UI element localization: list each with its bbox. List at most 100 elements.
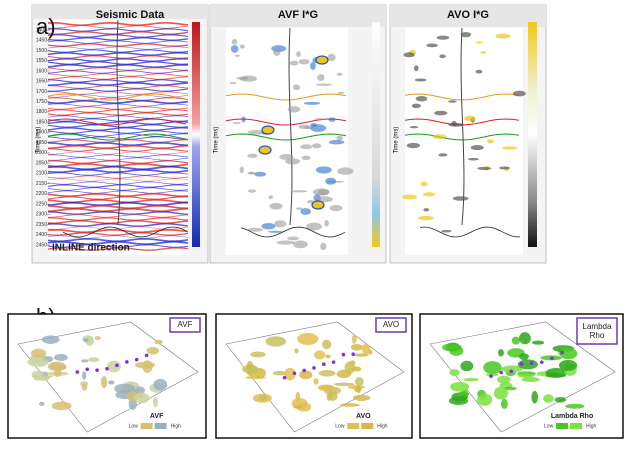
attribute-blob — [423, 192, 436, 197]
attribute-blob — [406, 142, 421, 149]
well-marker — [322, 362, 326, 367]
attribute-blob — [327, 53, 336, 62]
legend-swatch — [154, 423, 167, 429]
attribute-blob — [495, 33, 511, 39]
attribute-blob — [438, 153, 448, 157]
seismic-reflector — [47, 160, 189, 164]
panel-a — [31, 4, 547, 264]
seismic-reflector — [48, 81, 189, 87]
seismic-reflector — [47, 178, 189, 182]
attribute-blob — [460, 31, 472, 38]
map-blob — [82, 371, 87, 380]
tick-label: 1650 — [36, 79, 47, 85]
attribute-blob — [239, 44, 245, 49]
seismic-reflector — [47, 31, 189, 35]
panel-title: AVO I*G — [447, 9, 489, 21]
map-blob — [340, 403, 360, 407]
attribute-blob — [475, 69, 483, 74]
map-blob — [501, 365, 523, 373]
well-marker — [125, 360, 129, 364]
well-marker — [560, 350, 564, 355]
tick-label: 1750 — [36, 99, 47, 105]
map-blob — [284, 367, 296, 381]
attribute-blob — [464, 115, 476, 122]
seismic-reflector — [47, 211, 189, 215]
legend-high: High — [377, 423, 388, 429]
map-tag: Lambda Rho — [583, 322, 612, 340]
attribute-blob — [261, 222, 276, 230]
map-blob — [347, 385, 366, 390]
map-blob — [294, 348, 299, 354]
map-blob — [31, 348, 47, 359]
attribute-blob — [499, 166, 510, 170]
well-marker — [105, 367, 109, 371]
attribute-blob — [276, 240, 295, 245]
map-blob — [318, 370, 336, 377]
seismic-reflector — [47, 157, 189, 161]
well-marker — [341, 352, 346, 357]
seismic-reflector — [47, 121, 189, 125]
avo-colorbar — [528, 22, 537, 247]
seismic-reflector — [47, 130, 189, 134]
map-blob — [106, 360, 121, 373]
attribute-blob — [232, 121, 242, 124]
attribute-blob — [415, 95, 428, 102]
seismic-reflector — [47, 192, 189, 198]
seismic-reflector — [47, 172, 189, 176]
map-blob — [493, 386, 509, 400]
map-blob — [134, 361, 156, 369]
legend-swatch — [347, 423, 360, 429]
tick-label: 2400 — [36, 232, 47, 238]
map-blob — [336, 369, 352, 379]
seismic-reflector — [47, 165, 189, 171]
map-blob — [272, 371, 287, 376]
map-blob — [442, 343, 462, 352]
axis-label: Time (ms) — [36, 127, 42, 154]
attribute-blob — [310, 124, 327, 132]
avf-header — [210, 5, 386, 27]
map-tag-box — [576, 317, 618, 345]
map-blob — [565, 403, 585, 409]
map-blob — [463, 378, 479, 382]
attribute-blob — [296, 51, 301, 57]
well-marker — [134, 357, 139, 362]
tick-label: 2100 — [36, 171, 47, 177]
legend-title: AVF — [150, 413, 164, 420]
map-blob — [314, 350, 326, 360]
map-blob — [521, 376, 540, 382]
attribute-blob — [300, 208, 311, 215]
map-blob — [153, 378, 168, 391]
seismic-reflector — [47, 76, 189, 80]
map-blob — [293, 405, 303, 409]
tick-label: 1550 — [36, 58, 47, 64]
avf-colorbar — [372, 22, 380, 247]
attribute-blob — [501, 146, 518, 150]
seismic-reflector — [47, 40, 189, 44]
seismic-reflector — [47, 181, 189, 185]
avo-plot — [405, 28, 523, 255]
map-blob — [532, 340, 545, 345]
map-blob — [313, 378, 319, 385]
seismic-colorbar — [192, 22, 200, 247]
map-blob — [496, 375, 511, 384]
well-marker — [499, 370, 504, 375]
map-blob — [154, 339, 163, 345]
map-blob — [543, 394, 554, 403]
legend-low: Low — [335, 423, 345, 429]
seismic-reflector — [47, 217, 189, 221]
map-blob — [94, 336, 101, 341]
map-blob — [259, 394, 268, 401]
attribute-blob — [325, 177, 337, 185]
map-blob — [355, 377, 364, 387]
map-blob — [33, 375, 50, 381]
attribute-blob — [414, 78, 427, 82]
horizon — [47, 133, 187, 141]
attribute-blob — [267, 230, 284, 233]
seismic-reflector — [47, 168, 189, 174]
attribute-blob — [480, 51, 487, 54]
map-blob — [500, 398, 508, 410]
attribute-blob — [290, 190, 308, 193]
map-blob — [450, 381, 470, 392]
seismic-reflector — [47, 247, 189, 251]
map-blob — [317, 384, 334, 391]
